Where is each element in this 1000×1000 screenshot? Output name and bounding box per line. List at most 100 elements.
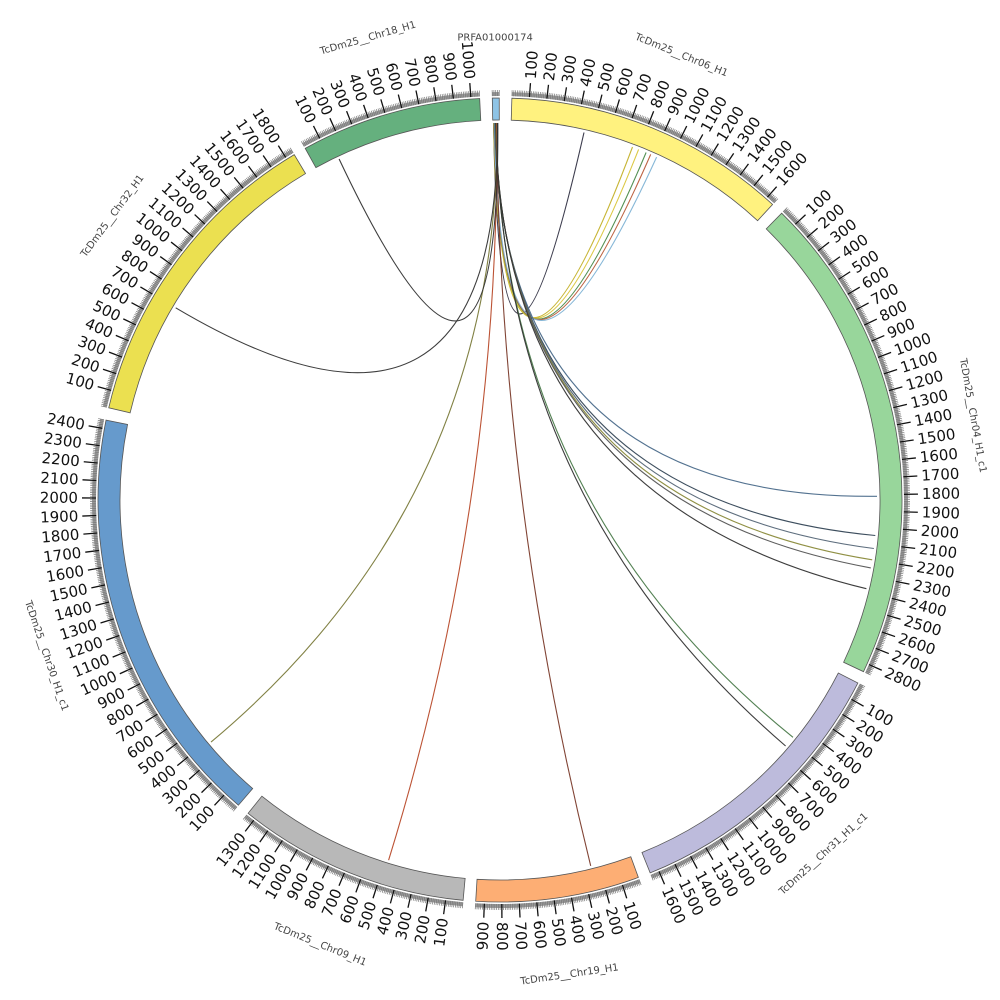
minor-tick [750, 816, 755, 822]
minor-tick [355, 115, 359, 122]
minor-tick [370, 883, 373, 890]
minor-tick [897, 570, 904, 573]
minor-tick [584, 894, 587, 901]
minor-tick [174, 745, 180, 750]
minor-tick [850, 295, 856, 300]
minor-tick [736, 827, 741, 833]
minor-tick [704, 848, 708, 854]
minor-tick [893, 591, 900, 594]
minor-tick [105, 610, 112, 613]
minor-tick [106, 611, 112, 615]
tick-label: 700 [401, 57, 424, 89]
minor-tick [728, 161, 733, 168]
minor-tick [197, 222, 203, 227]
minor-tick [307, 137, 311, 144]
minor-tick [848, 292, 854, 297]
minor-tick [363, 880, 366, 887]
major-tick [695, 134, 704, 148]
major-tick [674, 863, 682, 878]
minor-tick [268, 833, 273, 839]
minor-tick [697, 851, 702, 858]
minor-tick [340, 121, 344, 128]
minor-tick [902, 463, 909, 465]
minor-tick [670, 128, 674, 135]
minor-tick [841, 715, 847, 720]
minor-tick [123, 659, 130, 663]
minor-tick [685, 858, 689, 865]
minor-tick [279, 154, 284, 160]
tick-band-tcdm25-chr06-h1 [511, 92, 777, 204]
minor-tick [733, 829, 738, 835]
tick-layer [82, 83, 918, 918]
minor-tick [164, 263, 170, 268]
minor-tick [901, 548, 908, 550]
minor-tick [92, 541, 99, 543]
minor-tick [857, 309, 864, 313]
major-tick [518, 903, 521, 918]
minor-tick [854, 303, 861, 307]
major-tick [123, 318, 137, 326]
major-tick [220, 188, 231, 201]
minor-tick [814, 242, 820, 248]
minor-tick [113, 361, 120, 365]
minor-tick [262, 829, 267, 835]
minor-tick [112, 364, 119, 368]
minor-tick [780, 790, 786, 795]
major-tick [903, 475, 918, 478]
minor-tick [383, 887, 386, 894]
major-tick [201, 782, 212, 794]
minor-tick [892, 594, 899, 597]
minor-tick [704, 146, 709, 153]
minor-tick [336, 123, 340, 130]
minor-tick [190, 230, 196, 235]
major-tick [112, 651, 126, 658]
major-tick [312, 125, 321, 139]
tick-label: 600 [529, 919, 550, 949]
minor-tick [574, 96, 577, 104]
tick-band-tcdm25-chr30-h1-c1 [92, 418, 238, 810]
minor-tick [268, 160, 273, 167]
major-tick [739, 163, 749, 176]
minor-tick [331, 868, 336, 875]
minor-tick [803, 766, 809, 771]
minor-tick [872, 656, 879, 660]
minor-tick [867, 330, 874, 334]
minor-tick [795, 775, 801, 780]
minor-tick [826, 258, 832, 263]
minor-tick [397, 891, 400, 898]
minor-tick [874, 651, 881, 655]
minor-tick [198, 773, 204, 779]
minor-tick [308, 856, 312, 863]
segment-name-tcdm25-chr06-h1: TcDm25__Chr06_H1 [632, 31, 729, 79]
minor-tick [888, 609, 895, 613]
segment-prfa01000174 [491, 97, 500, 121]
minor-tick [591, 893, 594, 900]
minor-tick [541, 92, 543, 99]
minor-tick [101, 594, 108, 597]
minor-tick [823, 741, 829, 746]
minor-tick [277, 155, 282, 161]
minor-tick [251, 173, 256, 179]
minor-tick [109, 374, 116, 378]
minor-tick [326, 128, 330, 135]
minor-tick [752, 179, 757, 185]
major-tick [832, 728, 845, 738]
minor-tick [138, 691, 145, 695]
minor-tick [371, 883, 375, 890]
minor-tick [120, 653, 127, 657]
major-tick [247, 165, 258, 178]
minor-tick [251, 821, 256, 827]
minor-tick [578, 896, 580, 903]
minor-tick [700, 143, 704, 150]
major-tick [483, 903, 485, 918]
minor-tick [633, 880, 637, 887]
minor-tick [135, 310, 142, 315]
minor-tick [891, 400, 898, 403]
major-tick [140, 286, 153, 295]
minor-tick [209, 785, 215, 790]
minor-tick [867, 328, 873, 332]
minor-tick [682, 860, 686, 866]
minor-tick [126, 665, 132, 670]
minor-tick [715, 153, 720, 159]
minor-tick [845, 708, 852, 712]
